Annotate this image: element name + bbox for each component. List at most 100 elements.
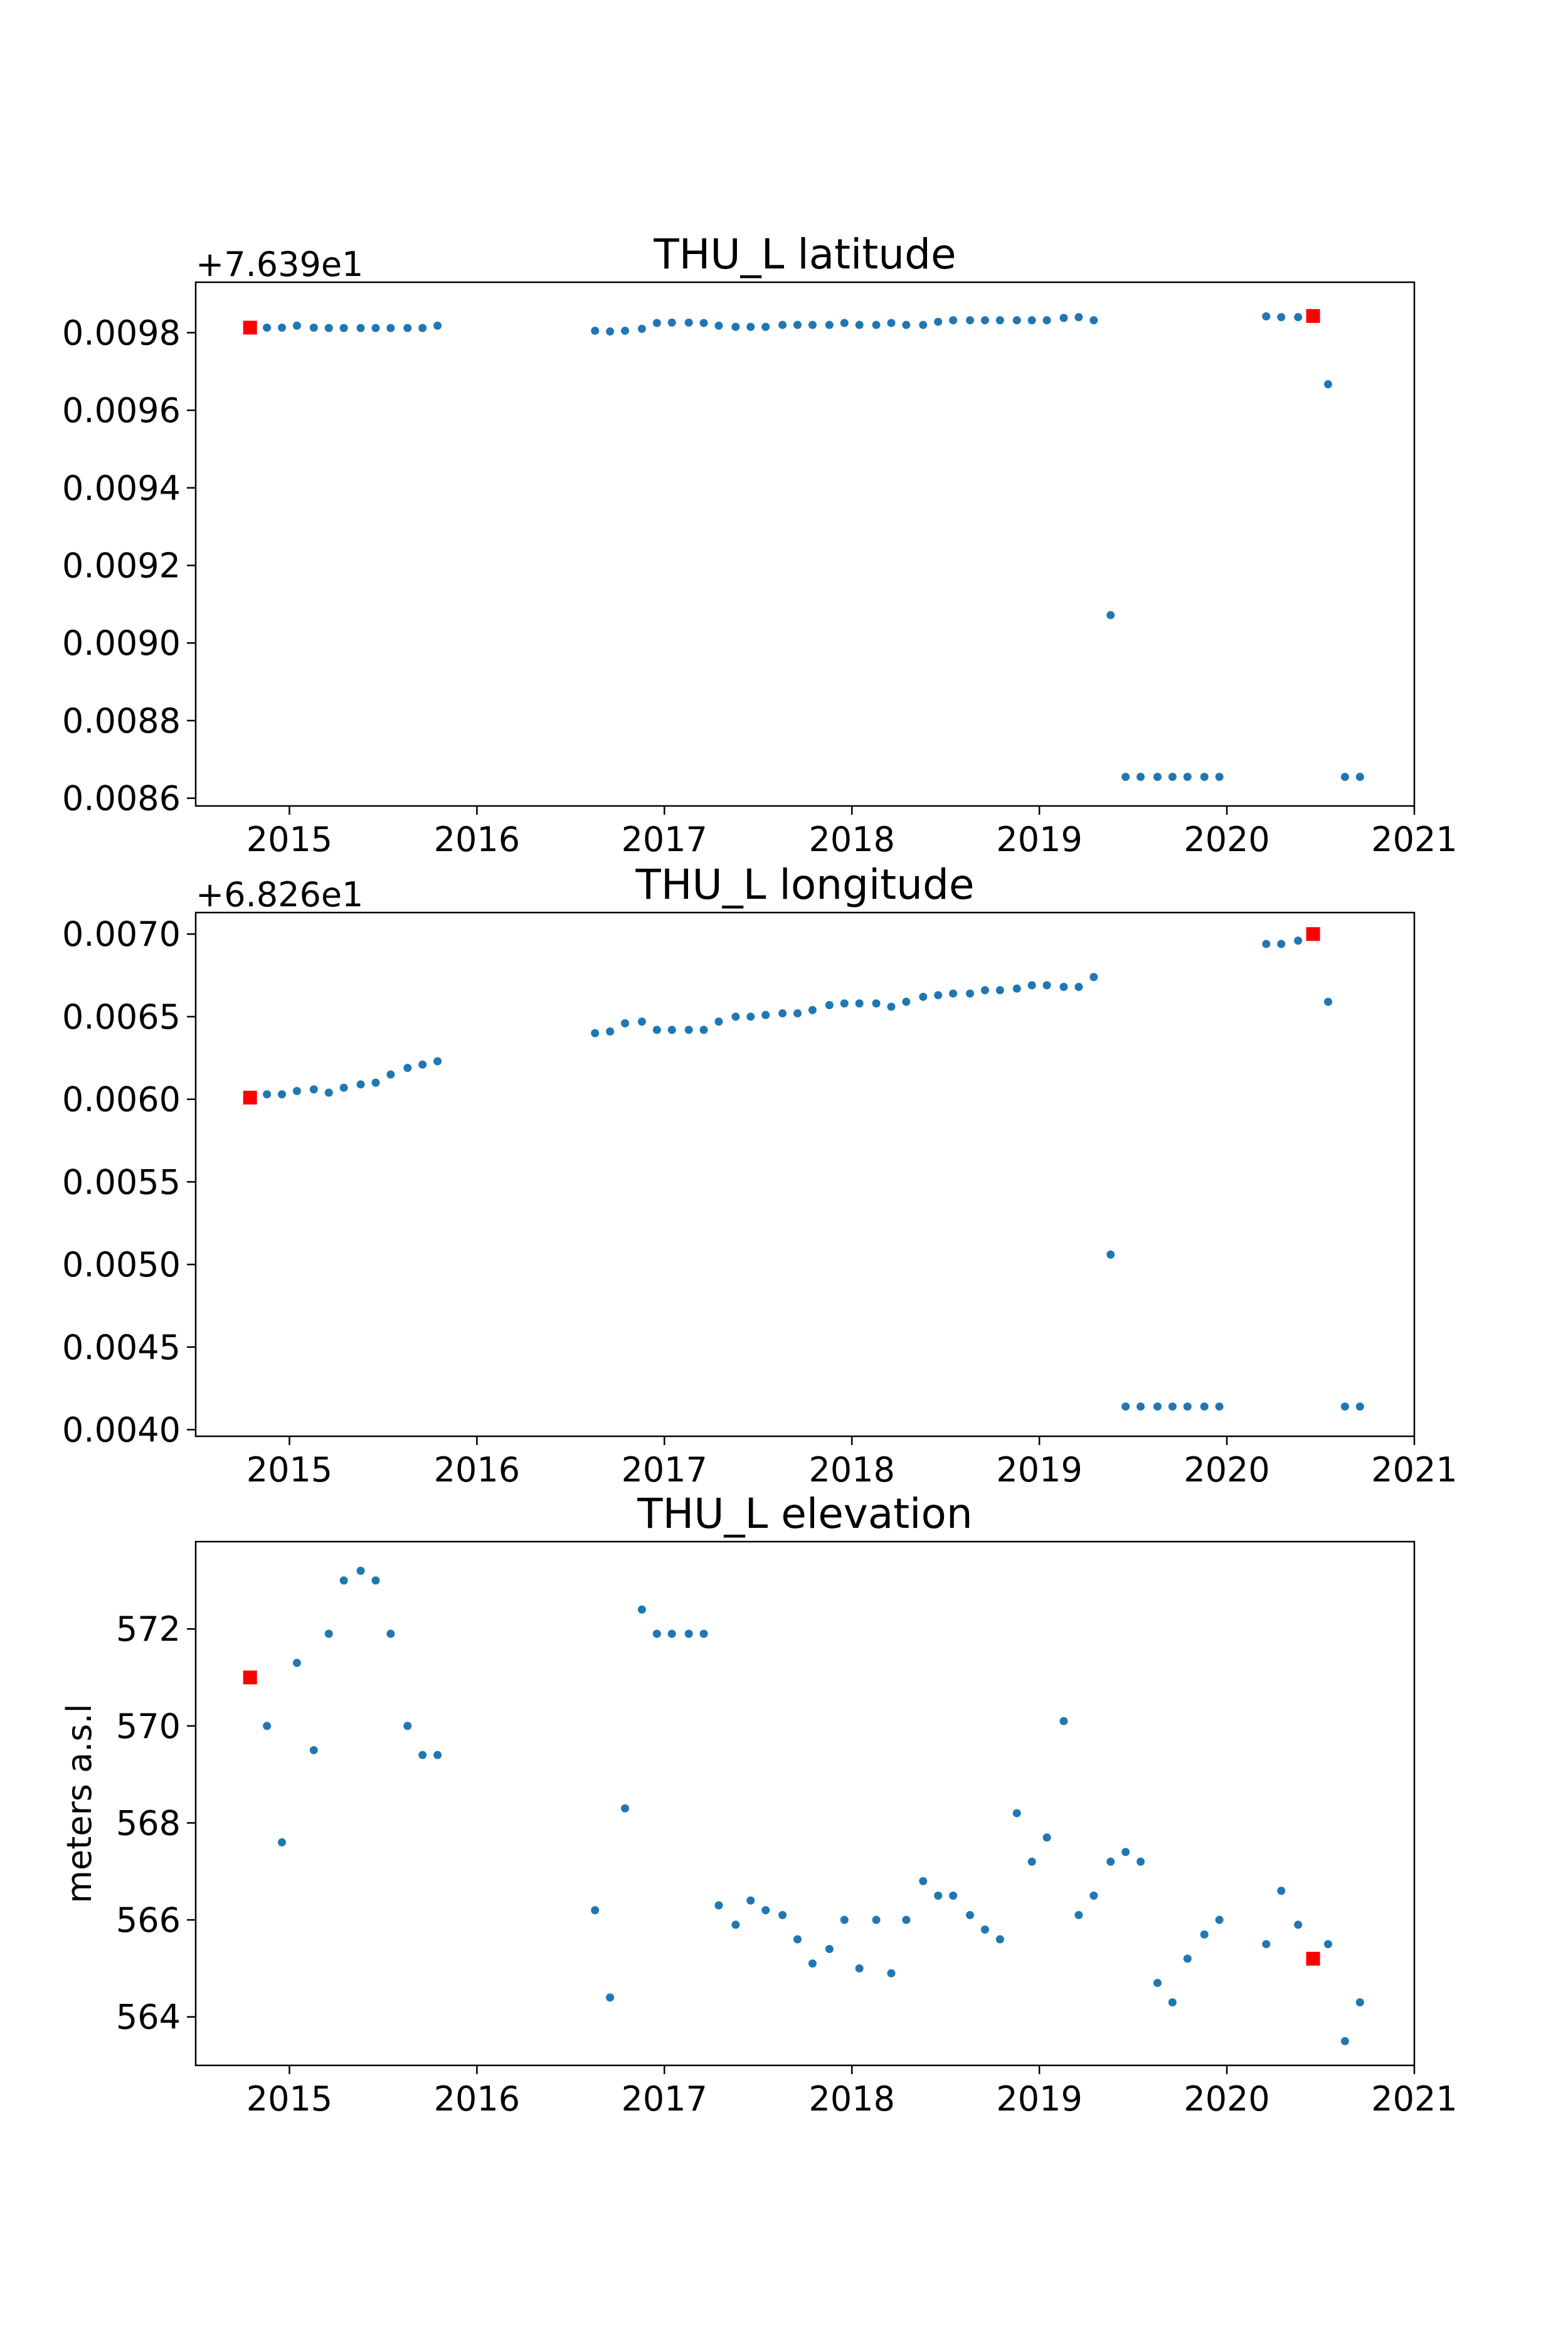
- longitude-data-point: [292, 1086, 301, 1095]
- elevation-data-point: [714, 1901, 723, 1910]
- longitude-panel: 0.0040 0.0045 0.0050 0.0055 0.0060 0.0065 0.00…: [62, 861, 1458, 1490]
- latitude-data-point: [371, 324, 380, 332]
- elevation-x-tick-label: 2016: [434, 2079, 520, 2119]
- longitude-y-tick-label: 0.0045: [62, 1328, 181, 1367]
- longitude-data-point: [1153, 1402, 1162, 1411]
- longitude-data-point: [667, 1025, 676, 1034]
- longitude-data-point: [778, 1009, 787, 1018]
- latitude-data-point: [621, 326, 630, 335]
- longitude-data-point: [1168, 1402, 1177, 1411]
- elevation-data-point: [840, 1915, 849, 1924]
- longitude-data-point: [324, 1088, 333, 1097]
- longitude-data-point: [949, 989, 958, 998]
- longitude-x-tick-label: 2017: [622, 1450, 707, 1490]
- longitude-data-point: [995, 986, 1004, 995]
- elevation-data-point: [1042, 1833, 1051, 1842]
- longitude-data-point: [1106, 1250, 1115, 1259]
- elevation-data-point: [731, 1920, 740, 1929]
- longitude-title: THU_L longitude: [635, 861, 975, 909]
- latitude-data-point: [761, 322, 770, 331]
- latitude-y-tick-label: 0.0086: [62, 779, 181, 818]
- latitude-axes-frame: [194, 281, 1416, 807]
- latitude-x-tick-label: 2021: [1371, 820, 1457, 859]
- longitude-highlight-point: [243, 1091, 257, 1105]
- longitude-data-point: [652, 1025, 661, 1034]
- elevation-data-point: [872, 1915, 881, 1924]
- longitude-data-point: [684, 1025, 693, 1034]
- longitude-data-point: [699, 1025, 708, 1034]
- latitude-data-point: [1059, 314, 1068, 322]
- latitude-x-tick-label: 2015: [246, 820, 332, 859]
- elevation-data-point: [309, 1745, 318, 1754]
- elevation-data-point: [263, 1722, 272, 1730]
- longitude-data-point: [1089, 973, 1098, 982]
- longitude-y-ticks: 0.0040 0.0045 0.0050 0.0055 0.0060 0.0065 0.00…: [62, 914, 196, 1449]
- latitude-data-point: [840, 319, 849, 327]
- latitude-data-point: [1106, 611, 1115, 620]
- longitude-data-point: [1323, 997, 1332, 1006]
- longitude-data-point: [825, 1001, 834, 1010]
- longitude-data-point: [1355, 1402, 1364, 1411]
- latitude-data-point: [309, 323, 318, 332]
- longitude-data-point: [418, 1060, 427, 1069]
- latitude-y-tick-label: 0.0096: [62, 391, 181, 430]
- elevation-data-point: [825, 1944, 834, 1953]
- longitude-data-point: [1262, 940, 1271, 948]
- longitude-data-point: [1136, 1402, 1145, 1411]
- latitude-data-point: [1027, 316, 1036, 325]
- longitude-data-point: [855, 999, 864, 1008]
- elevation-x-tick-label: 2017: [622, 2079, 707, 2119]
- longitude-data-point: [621, 1019, 630, 1027]
- latitude-data-point: [934, 317, 943, 326]
- latitude-data-point: [418, 324, 427, 332]
- elevation-y-tick-label: 570: [116, 1707, 181, 1746]
- latitude-data-point: [902, 320, 911, 329]
- latitude-data-point: [1089, 316, 1098, 325]
- elevation-data-point: [339, 1576, 348, 1585]
- elevation-highlight-point: [243, 1670, 257, 1685]
- longitude-y-tick-label: 0.0070: [62, 914, 181, 954]
- latitude-data-point: [339, 324, 348, 332]
- longitude-marks: [243, 927, 1364, 1411]
- elevation-data-point: [371, 1576, 380, 1585]
- longitude-data-point: [1012, 984, 1021, 993]
- longitude-data-point: [356, 1080, 365, 1089]
- elevation-data-point: [1340, 2037, 1349, 2045]
- latitude-x-tick-label: 2016: [434, 820, 520, 859]
- elevation-data-point: [621, 1804, 630, 1813]
- latitude-data-point: [1168, 773, 1177, 781]
- elevation-x-ticks: 2015 2016 2017 2018 2019 2020 2021: [246, 2065, 1458, 2119]
- latitude-data-point: [1294, 313, 1303, 322]
- longitude-data-point: [808, 1005, 817, 1014]
- longitude-data-point: [1074, 983, 1083, 992]
- elevation-highlight-point: [1306, 1951, 1320, 1966]
- elevation-data-point: [699, 1629, 708, 1638]
- latitude-data-point: [1183, 773, 1192, 781]
- latitude-data-point: [995, 316, 1004, 325]
- longitude-data-point: [1277, 940, 1286, 948]
- latitude-data-point: [1355, 773, 1364, 781]
- longitude-y-tick-label: 0.0060: [62, 1080, 181, 1120]
- latitude-data-point: [1121, 773, 1130, 781]
- elevation-data-point: [606, 1993, 615, 2002]
- longitude-data-point: [339, 1083, 348, 1092]
- longitude-data-point: [403, 1064, 412, 1073]
- longitude-data-point: [1340, 1402, 1349, 1411]
- longitude-data-point: [966, 989, 975, 998]
- elevation-x-tick-label: 2018: [809, 2079, 895, 2119]
- elevation-data-point: [292, 1658, 301, 1667]
- elevation-data-point: [855, 1964, 864, 1973]
- elevation-x-tick-label: 2015: [246, 2079, 332, 2119]
- longitude-axes-frame: [194, 911, 1416, 1438]
- latitude-x-tick-label: 2018: [809, 820, 895, 859]
- elevation-data-point: [418, 1751, 427, 1759]
- elevation-data-point: [1355, 1998, 1364, 2006]
- latitude-data-point: [825, 320, 834, 329]
- latitude-y-tick-label: 0.0090: [62, 623, 181, 663]
- elevation-data-point: [1183, 1954, 1192, 1963]
- longitude-x-tick-label: 2020: [1184, 1450, 1269, 1490]
- latitude-data-point: [1323, 380, 1332, 389]
- latitude-y-tick-label: 0.0092: [62, 546, 181, 586]
- elevation-data-point: [1012, 1809, 1021, 1818]
- elevation-data-point: [1323, 1940, 1332, 1949]
